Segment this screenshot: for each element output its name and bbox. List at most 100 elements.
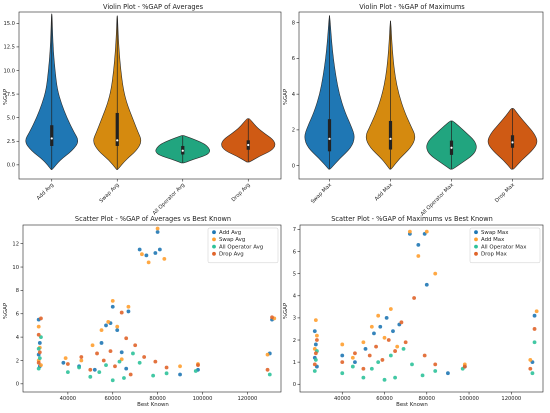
- scatter-point: [532, 313, 537, 318]
- scatter-point: [122, 376, 126, 380]
- scatter-point: [267, 372, 272, 377]
- scatter-point: [153, 251, 158, 255]
- scatter-maximums-panel: Scatter Plot - %GAP of Maximums vs Best …: [283, 215, 544, 408]
- scatter-point: [312, 369, 317, 373]
- scatter-point: [386, 338, 391, 342]
- x-tick-label: Drop Max: [494, 182, 516, 204]
- scatter-point: [196, 363, 200, 368]
- scatter-point: [462, 364, 467, 369]
- scatter-point: [99, 328, 104, 333]
- scatter-point: [315, 333, 319, 338]
- scatter-maximums-ylabel: %GAP: [283, 302, 289, 319]
- x-tick-label: 40000: [60, 396, 77, 402]
- scatter-maximums-xlabel: Best Known: [396, 402, 428, 408]
- scatter-point: [88, 374, 93, 379]
- scatter-point: [106, 320, 111, 324]
- y-tick-label: 12.5: [3, 45, 15, 51]
- scatter-point: [350, 364, 355, 369]
- scatter-point: [140, 252, 144, 257]
- scatter-point: [530, 371, 535, 376]
- scatter-point: [369, 366, 374, 371]
- scatter-point: [407, 229, 412, 234]
- scatter-point: [361, 375, 366, 380]
- scatter-point: [424, 229, 429, 234]
- y-tick-label: 8: [16, 288, 19, 294]
- scatter-point: [137, 360, 142, 365]
- violin-median-dot: [50, 137, 53, 140]
- y-tick-label: 8: [292, 21, 295, 27]
- scatter-point: [164, 371, 169, 376]
- x-tick-label: 60000: [376, 396, 393, 402]
- scatter-point: [126, 304, 131, 309]
- scatter-point: [155, 226, 160, 231]
- y-tick-label: 10: [12, 265, 19, 271]
- scatter-maximums-axes: [299, 224, 544, 393]
- scatter-point: [363, 346, 368, 351]
- scatter-point: [119, 310, 124, 315]
- scatter-point: [77, 365, 81, 370]
- scatter-point: [446, 371, 450, 376]
- scatter-point: [108, 349, 113, 354]
- y-tick-label: 10.0: [3, 68, 15, 74]
- scatter-point: [162, 256, 167, 261]
- scatter-point: [36, 346, 41, 351]
- scatter-point: [61, 360, 66, 365]
- scatter-point: [36, 332, 41, 337]
- scatter-point: [146, 260, 151, 265]
- y-tick-label: 0: [293, 382, 296, 388]
- scatter-point: [380, 358, 385, 362]
- legend-swatch: [212, 244, 216, 249]
- violin-maximums-panel: Violin Plot - %GAP of Maximums %GAP 0 2 4 6…: [283, 3, 544, 217]
- scatter-point: [137, 247, 142, 252]
- legend-swatch: [212, 230, 216, 235]
- scatter-point: [79, 358, 84, 363]
- scatter-point: [340, 371, 345, 376]
- scatter-point: [340, 353, 345, 358]
- scatter-point: [115, 324, 120, 329]
- legend-swatch: [474, 244, 478, 249]
- y-tick-label: 2: [16, 358, 19, 364]
- scatter-point: [104, 363, 108, 368]
- scatter-point: [412, 296, 417, 300]
- violin-median-dot: [450, 146, 453, 149]
- scatter-point: [97, 370, 102, 375]
- legend-swatch: [474, 237, 478, 242]
- violin-median-dot: [511, 141, 514, 144]
- scatter-point: [391, 329, 395, 334]
- legend-label: Drop Max: [481, 252, 508, 258]
- violin-maximums-marks: [304, 15, 538, 170]
- scatter-point: [532, 340, 537, 345]
- y-tick-label: 2: [293, 338, 296, 344]
- scatter-point: [164, 365, 169, 370]
- scatter-point: [399, 320, 404, 325]
- violin-iqr-box: [115, 112, 119, 146]
- scatter-point: [433, 271, 438, 276]
- scatter-point: [124, 336, 129, 341]
- scatter-point: [126, 309, 131, 314]
- scatter-point: [142, 355, 147, 359]
- scatter-maximums-title: Scatter Plot - %GAP of Maximums vs Best …: [331, 215, 493, 223]
- scatter-point: [119, 350, 124, 355]
- legend-label: All Operator Max: [481, 244, 527, 250]
- scatter-point: [422, 353, 427, 358]
- violin-median-dot: [116, 139, 119, 142]
- scatter-point: [382, 377, 387, 382]
- scatter-point: [313, 318, 318, 323]
- scatter-averages-title: Scatter Plot - %GAP of Averages vs Best …: [75, 215, 231, 223]
- legend-swatch: [474, 230, 478, 235]
- x-tick-label: All Operator Avg: [152, 182, 186, 216]
- scatter-point: [313, 342, 318, 347]
- scatter-point: [378, 324, 383, 329]
- scatter-point: [395, 344, 400, 349]
- scatter-point: [36, 324, 41, 329]
- scatter-point: [110, 299, 115, 303]
- violin-averages-panel: Violin Plot - %GAP of Averages %GAP 0.0 2…: [3, 3, 282, 217]
- scatter-point: [193, 369, 198, 373]
- y-tick-label: 4: [293, 294, 297, 300]
- violin-averages-ylabel: %GAP: [3, 88, 9, 105]
- scatter-averages-ticks: 0 2 4 6 8 10 12 40000 60000 80000 100000 120000: [12, 241, 257, 402]
- scatter-point: [104, 323, 108, 328]
- y-tick-label: 7.5: [7, 92, 15, 98]
- scatter-point: [410, 362, 414, 367]
